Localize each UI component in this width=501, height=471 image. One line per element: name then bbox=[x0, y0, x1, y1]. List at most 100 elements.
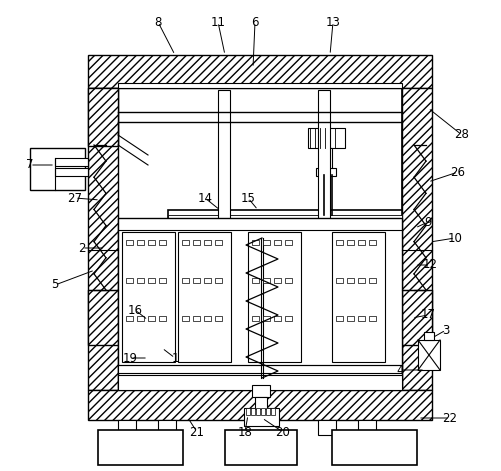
Text: 11: 11 bbox=[210, 16, 225, 29]
Text: 14: 14 bbox=[197, 192, 212, 204]
Bar bbox=[317, 420, 335, 435]
Bar bbox=[252, 385, 270, 397]
Bar bbox=[55, 158, 88, 166]
Bar bbox=[158, 420, 176, 435]
Bar bbox=[203, 240, 210, 245]
Bar bbox=[319, 148, 331, 170]
Bar bbox=[88, 290, 118, 345]
Bar bbox=[182, 316, 188, 321]
Bar bbox=[203, 316, 210, 321]
Bar bbox=[274, 240, 281, 245]
Bar bbox=[423, 332, 433, 340]
Bar bbox=[126, 240, 133, 245]
Text: 26: 26 bbox=[449, 165, 464, 179]
Bar bbox=[255, 397, 267, 409]
Text: 27: 27 bbox=[67, 192, 82, 204]
Bar bbox=[203, 278, 210, 283]
Text: 6: 6 bbox=[250, 16, 258, 29]
Bar bbox=[118, 88, 401, 390]
Bar bbox=[159, 240, 166, 245]
Bar bbox=[168, 210, 401, 218]
Bar bbox=[250, 408, 255, 415]
Text: 19: 19 bbox=[122, 351, 137, 365]
Bar bbox=[263, 316, 270, 321]
Bar bbox=[266, 408, 270, 415]
Bar bbox=[357, 316, 364, 321]
Bar bbox=[315, 168, 335, 176]
Bar bbox=[346, 240, 353, 245]
Bar bbox=[401, 290, 431, 345]
Bar bbox=[98, 430, 183, 465]
Bar bbox=[263, 278, 270, 283]
Text: 12: 12 bbox=[422, 259, 437, 271]
Text: 3: 3 bbox=[441, 324, 449, 336]
Bar bbox=[308, 128, 344, 148]
Bar bbox=[274, 278, 281, 283]
Bar bbox=[285, 240, 292, 245]
Bar bbox=[118, 375, 401, 390]
Bar bbox=[285, 278, 292, 283]
Bar bbox=[243, 408, 279, 426]
Bar bbox=[261, 408, 265, 415]
Bar bbox=[88, 55, 431, 88]
Bar bbox=[182, 240, 188, 245]
Text: 16: 16 bbox=[127, 303, 142, 317]
Text: 4: 4 bbox=[395, 364, 403, 376]
Bar bbox=[357, 240, 364, 245]
Bar bbox=[285, 316, 292, 321]
Text: 10: 10 bbox=[447, 232, 461, 244]
Bar bbox=[126, 278, 133, 283]
Bar bbox=[88, 88, 118, 390]
Bar bbox=[346, 316, 353, 321]
Bar bbox=[335, 316, 342, 321]
Bar bbox=[192, 240, 199, 245]
Bar bbox=[217, 90, 229, 390]
Bar bbox=[118, 83, 401, 88]
Text: 21: 21 bbox=[189, 425, 204, 439]
Bar bbox=[346, 278, 353, 283]
Text: 28: 28 bbox=[454, 129, 468, 141]
Bar bbox=[118, 420, 136, 435]
Text: 13: 13 bbox=[325, 16, 340, 29]
Bar bbox=[159, 278, 166, 283]
Bar bbox=[252, 278, 259, 283]
Bar bbox=[148, 278, 155, 283]
Text: 8: 8 bbox=[154, 16, 161, 29]
Bar bbox=[214, 278, 221, 283]
Bar bbox=[214, 316, 221, 321]
Text: 7: 7 bbox=[26, 159, 34, 171]
Bar bbox=[317, 90, 329, 390]
Bar bbox=[368, 240, 375, 245]
Text: 9: 9 bbox=[423, 216, 431, 228]
Text: 22: 22 bbox=[441, 412, 456, 424]
Bar bbox=[357, 420, 375, 435]
Bar bbox=[252, 240, 259, 245]
Bar bbox=[122, 232, 175, 362]
Bar bbox=[417, 340, 439, 370]
Bar bbox=[88, 390, 431, 420]
Bar bbox=[88, 88, 118, 146]
Bar bbox=[137, 278, 144, 283]
Text: 1: 1 bbox=[171, 351, 178, 365]
Bar bbox=[368, 278, 375, 283]
Bar bbox=[252, 316, 259, 321]
Bar bbox=[118, 365, 401, 373]
Text: 18: 18 bbox=[237, 425, 252, 439]
Bar bbox=[192, 316, 199, 321]
Bar bbox=[137, 316, 144, 321]
Text: 20: 20 bbox=[275, 425, 290, 439]
Text: 15: 15 bbox=[240, 192, 255, 204]
Text: 2: 2 bbox=[78, 242, 86, 254]
Bar bbox=[159, 316, 166, 321]
Bar bbox=[126, 316, 133, 321]
Bar bbox=[178, 232, 230, 362]
Bar bbox=[256, 408, 260, 415]
Bar bbox=[168, 215, 401, 218]
Bar bbox=[263, 240, 270, 245]
Bar bbox=[30, 148, 85, 190]
Bar bbox=[401, 88, 431, 390]
Bar bbox=[271, 408, 275, 415]
Bar bbox=[331, 430, 416, 465]
Bar bbox=[368, 316, 375, 321]
Bar bbox=[182, 278, 188, 283]
